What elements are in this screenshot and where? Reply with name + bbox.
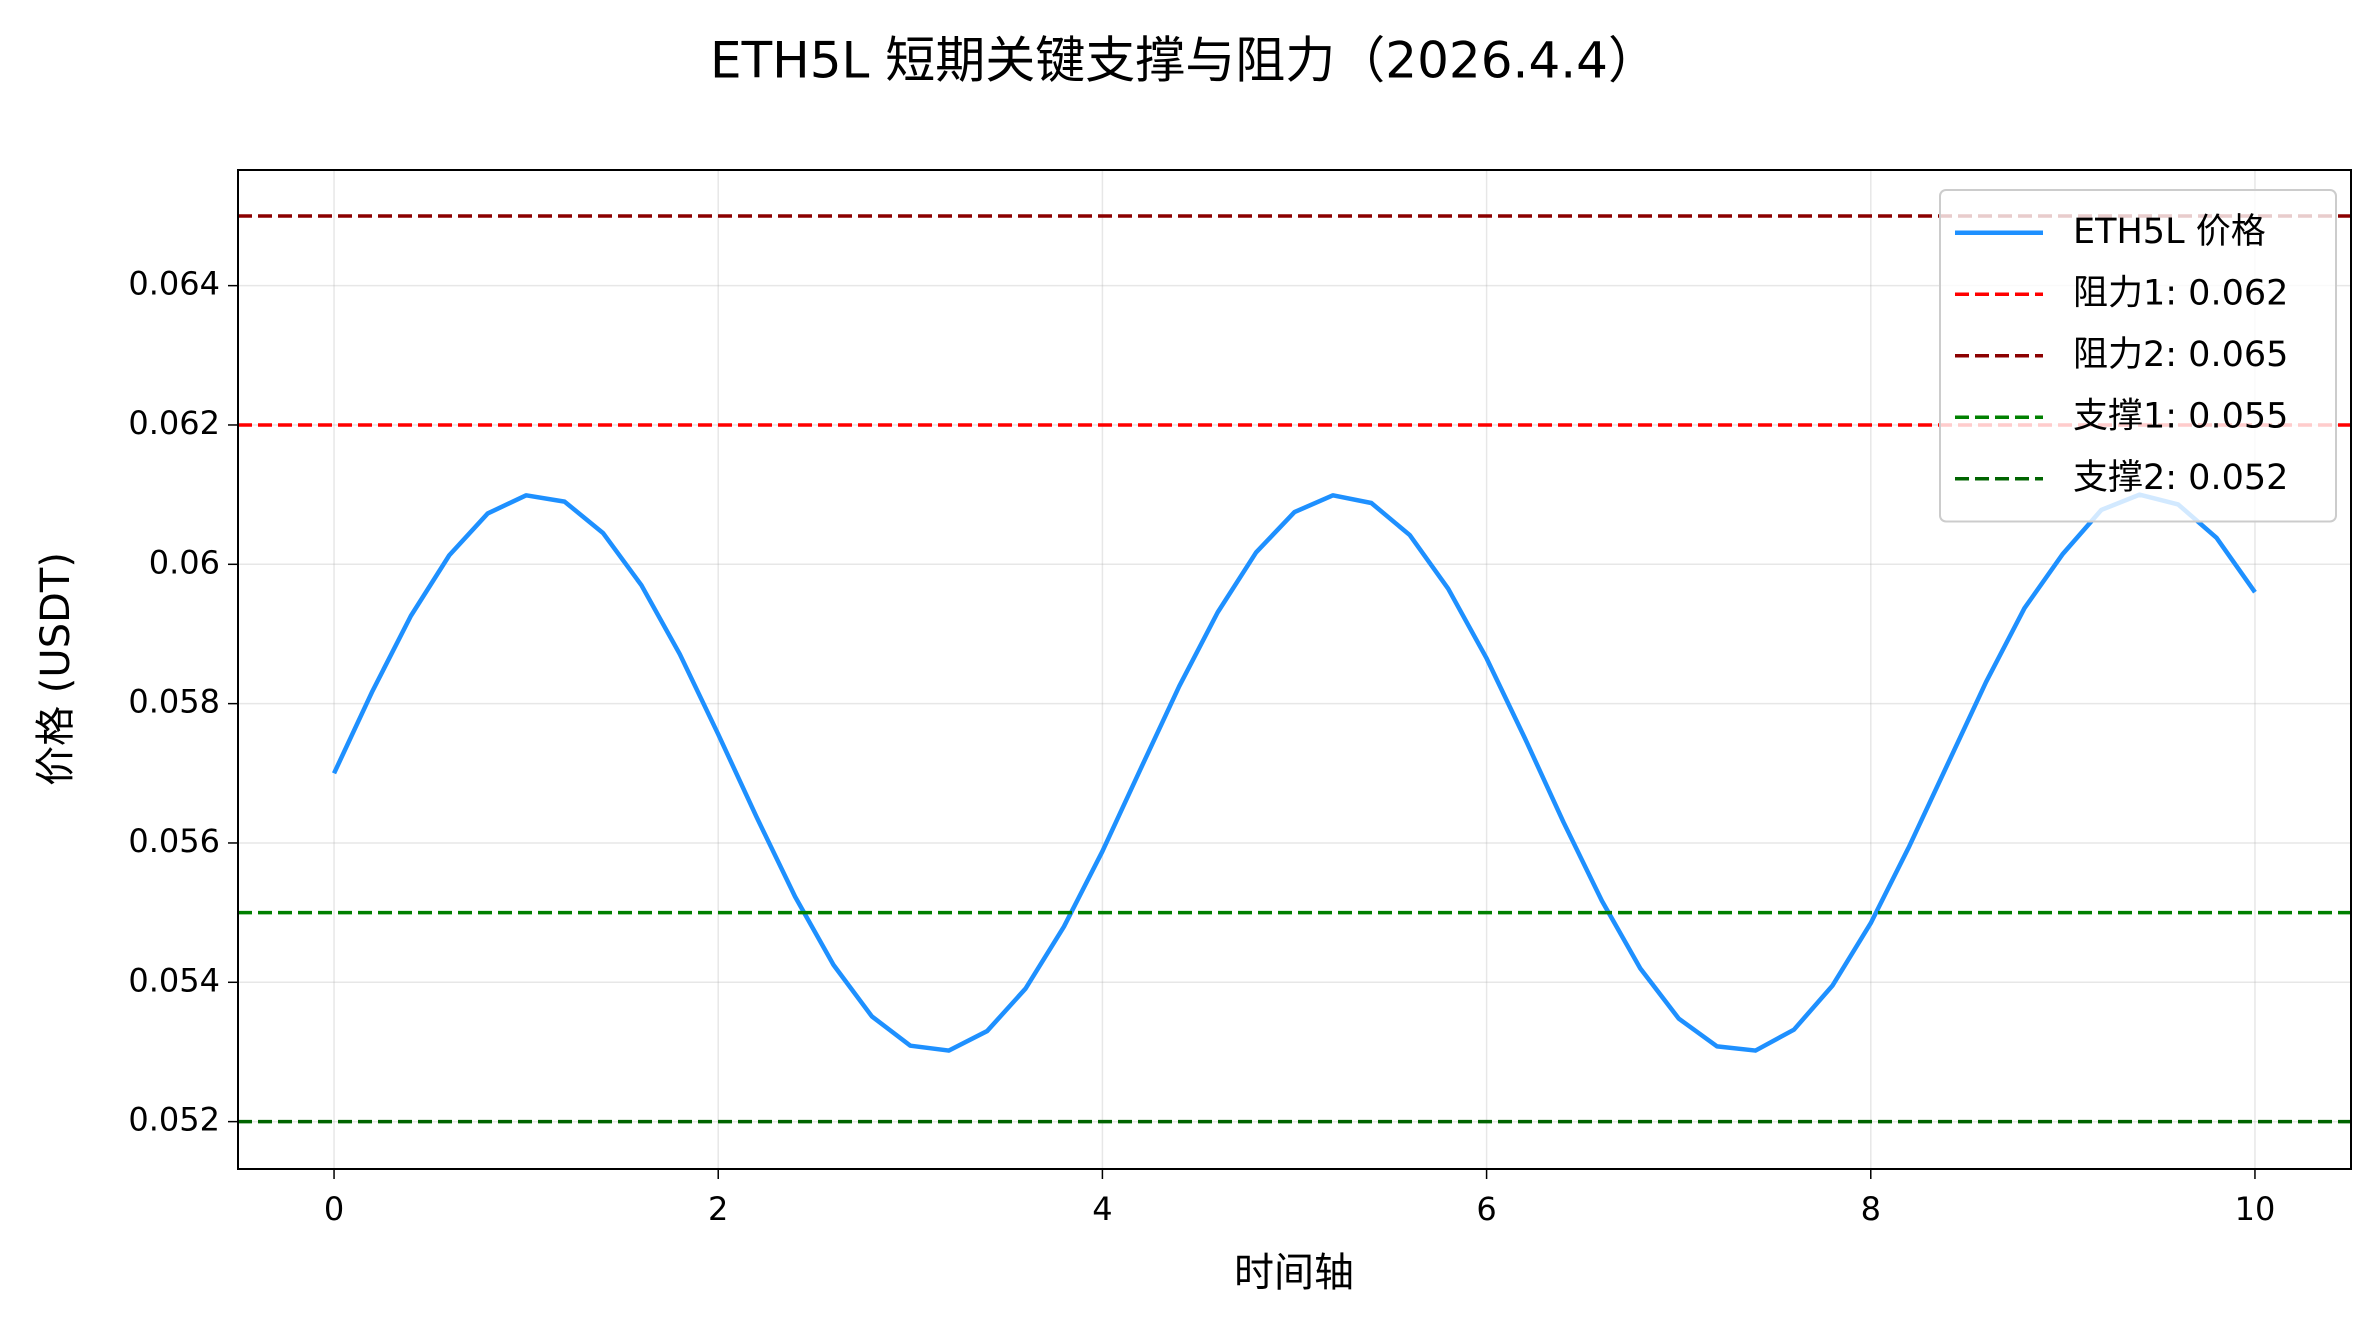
legend-label: 支撑2: 0.052 bbox=[2073, 458, 2288, 498]
x-tick-label: 8 bbox=[1861, 1190, 1881, 1228]
x-tick-label: 4 bbox=[1092, 1190, 1112, 1228]
y-tick-label: 0.058 bbox=[128, 683, 220, 721]
y-tick-label: 0.064 bbox=[128, 265, 220, 303]
axes-frame bbox=[237, 169, 2352, 1170]
x-tick-label: 10 bbox=[2235, 1190, 2276, 1228]
ticks: 0 2 4 6 8 10 0.052 0.054 0.056 0.058 0.06 0.062 0.06… bbox=[128, 265, 2275, 1228]
x-tick-label: 0 bbox=[324, 1190, 344, 1228]
legend-label: ETH5L 价格 bbox=[2073, 212, 2266, 252]
chart-title: ETH5L 短期关键支撑与阻力（2026.4.4） bbox=[710, 32, 1658, 90]
price-line bbox=[332, 492, 2257, 1053]
y-tick-label: 0.062 bbox=[128, 404, 220, 442]
y-tick-label: 0.056 bbox=[128, 822, 220, 860]
legend-label: 阻力2: 0.065 bbox=[2073, 335, 2288, 375]
y-axis-label: 价格 (USDT) bbox=[33, 552, 79, 786]
x-tick-label: 2 bbox=[708, 1190, 728, 1228]
x-axis-label: 时间轴 bbox=[1234, 1250, 1354, 1296]
y-tick-label: 0.054 bbox=[128, 961, 220, 999]
x-tick-label: 6 bbox=[1476, 1190, 1496, 1228]
legend-box bbox=[1939, 189, 2337, 523]
y-tick-label: 0.06 bbox=[149, 543, 220, 581]
legend-label: 阻力1: 0.062 bbox=[2073, 273, 2288, 313]
y-tick-label: 0.052 bbox=[128, 1101, 220, 1139]
legend-label: 支撑1: 0.055 bbox=[2073, 396, 2288, 436]
